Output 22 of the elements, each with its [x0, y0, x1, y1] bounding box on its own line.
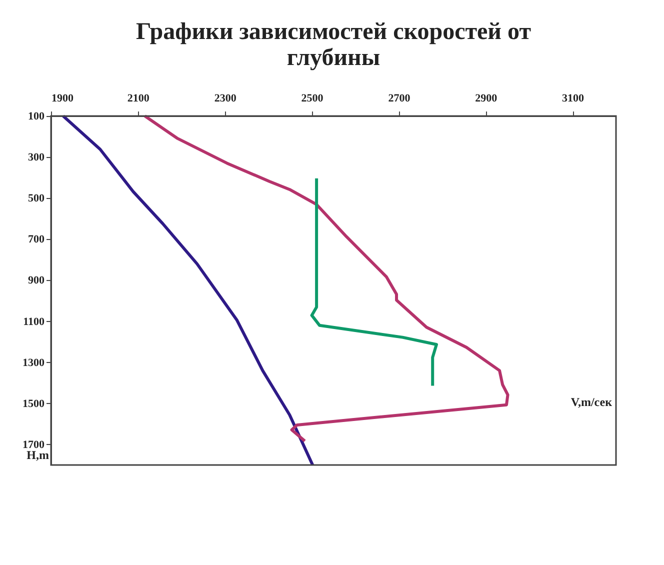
y-tick-label: 100 — [28, 110, 45, 122]
line-series — [310, 176, 438, 388]
x-tick-label: 3100 — [562, 92, 585, 104]
y-tick-label: 1300 — [22, 356, 45, 369]
y-tick-label: 700 — [28, 234, 45, 246]
y-tick-label: 300 — [28, 152, 45, 164]
y-tick-label: 900 — [28, 274, 45, 287]
line-series — [143, 114, 510, 442]
x-tick-label: 2900 — [475, 92, 498, 104]
y-tick-label: 1500 — [22, 398, 45, 410]
chart-title: Графики зависимостей скоростей от глубины — [136, 19, 532, 71]
y-tick-label: 1700 — [22, 438, 45, 451]
x-tick-label: 2100 — [127, 92, 150, 104]
line-series — [62, 114, 314, 466]
x-axis-title: V,m/сек — [570, 395, 612, 410]
x-tick-label: 2700 — [388, 92, 411, 104]
y-axis-title: H,m — [26, 448, 49, 462]
y-tick-label: 500 — [28, 192, 45, 205]
x-tick-label: 2500 — [301, 92, 324, 104]
x-tick-label: 1900 — [52, 92, 74, 104]
y-tick-label: 1100 — [23, 316, 45, 328]
x-tick-label: 2300 — [214, 92, 237, 104]
